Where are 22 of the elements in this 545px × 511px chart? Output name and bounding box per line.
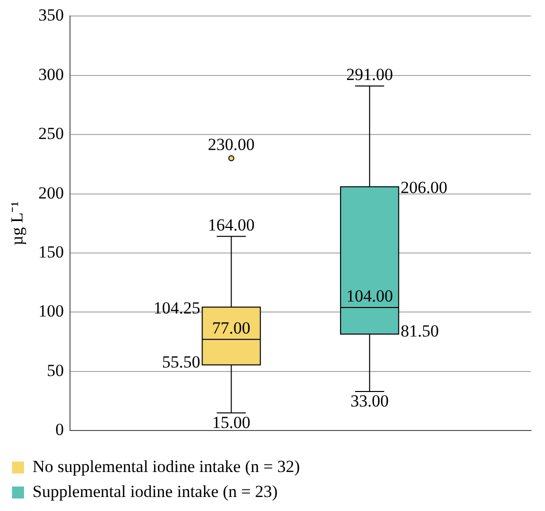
annotation: 81.50: [400, 322, 439, 341]
y-tick-label: 300: [38, 64, 64, 84]
y-tick-label: 50: [46, 360, 64, 380]
y-tick-label: 150: [38, 242, 64, 262]
annotation: 15.00: [212, 412, 250, 432]
y-tick-label: 0: [55, 420, 64, 440]
annotation: 55.50: [162, 352, 200, 372]
y-axis-title: µg L⁻¹: [8, 201, 27, 246]
annotation: 104.00: [346, 286, 393, 306]
y-tick-label: 200: [38, 183, 64, 202]
annotation: 206.00: [400, 178, 448, 198]
legend-label: No supplemental iodine intake (n = 32): [32, 456, 300, 476]
y-tick-label: 250: [38, 124, 64, 144]
y-tick-label: 100: [38, 302, 64, 321]
annotation: 164.00: [208, 215, 255, 234]
annotation: 77.00: [212, 318, 250, 338]
annotation: 230.00: [208, 135, 255, 154]
annotation: 291.00: [346, 65, 393, 84]
annotation: 104.25: [153, 298, 200, 318]
legend-label: Supplemental iodine intake (n = 23): [32, 482, 278, 501]
annotation: 33.00: [350, 391, 389, 410]
y-tick-label: 350: [38, 6, 64, 25]
